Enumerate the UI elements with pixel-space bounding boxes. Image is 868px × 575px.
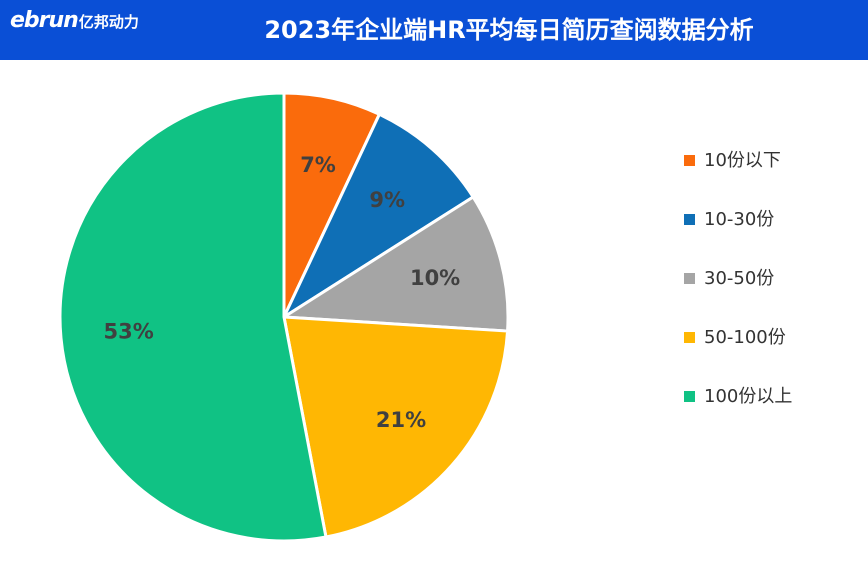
- legend-label: 10-30份: [704, 209, 775, 230]
- legend-swatch: [684, 332, 695, 343]
- ebrun-logo: ebrun亿邦动力: [10, 9, 139, 33]
- chart-title: 2023年企业端HR平均每日简历查阅数据分析: [264, 16, 754, 44]
- legend-label: 100份以上: [704, 386, 793, 407]
- pie-slice-5: [58, 91, 328, 543]
- pie-slice-label-2: 9%: [369, 188, 405, 212]
- logo-latin: ebrun: [10, 8, 79, 33]
- pie-slice-3: [282, 195, 510, 333]
- pie-slice-2: [282, 112, 475, 319]
- pie-slice-4: [282, 315, 510, 539]
- legend-swatch: [684, 155, 695, 166]
- legend-swatch: [684, 273, 695, 284]
- legend-label: 30-50份: [704, 268, 775, 289]
- pie-slice-label-3: 10%: [410, 266, 460, 290]
- pie-slice-label-1: 7%: [300, 153, 336, 177]
- header-bar: ebrun亿邦动力 2023年企业端HR平均每日简历查阅数据分析: [0, 0, 868, 60]
- logo-cjk: 亿邦动力: [78, 13, 139, 31]
- legend-label: 50-100份: [704, 327, 786, 348]
- legend-swatch: [684, 214, 695, 225]
- legend-label: 10份以下: [704, 150, 781, 171]
- pie-slice-label-4: 21%: [376, 408, 426, 432]
- pie-slice-label-5: 53%: [104, 320, 154, 344]
- legend-swatch: [684, 391, 695, 402]
- pie-chart: 7% 9% 10% 21% 53%: [58, 91, 510, 543]
